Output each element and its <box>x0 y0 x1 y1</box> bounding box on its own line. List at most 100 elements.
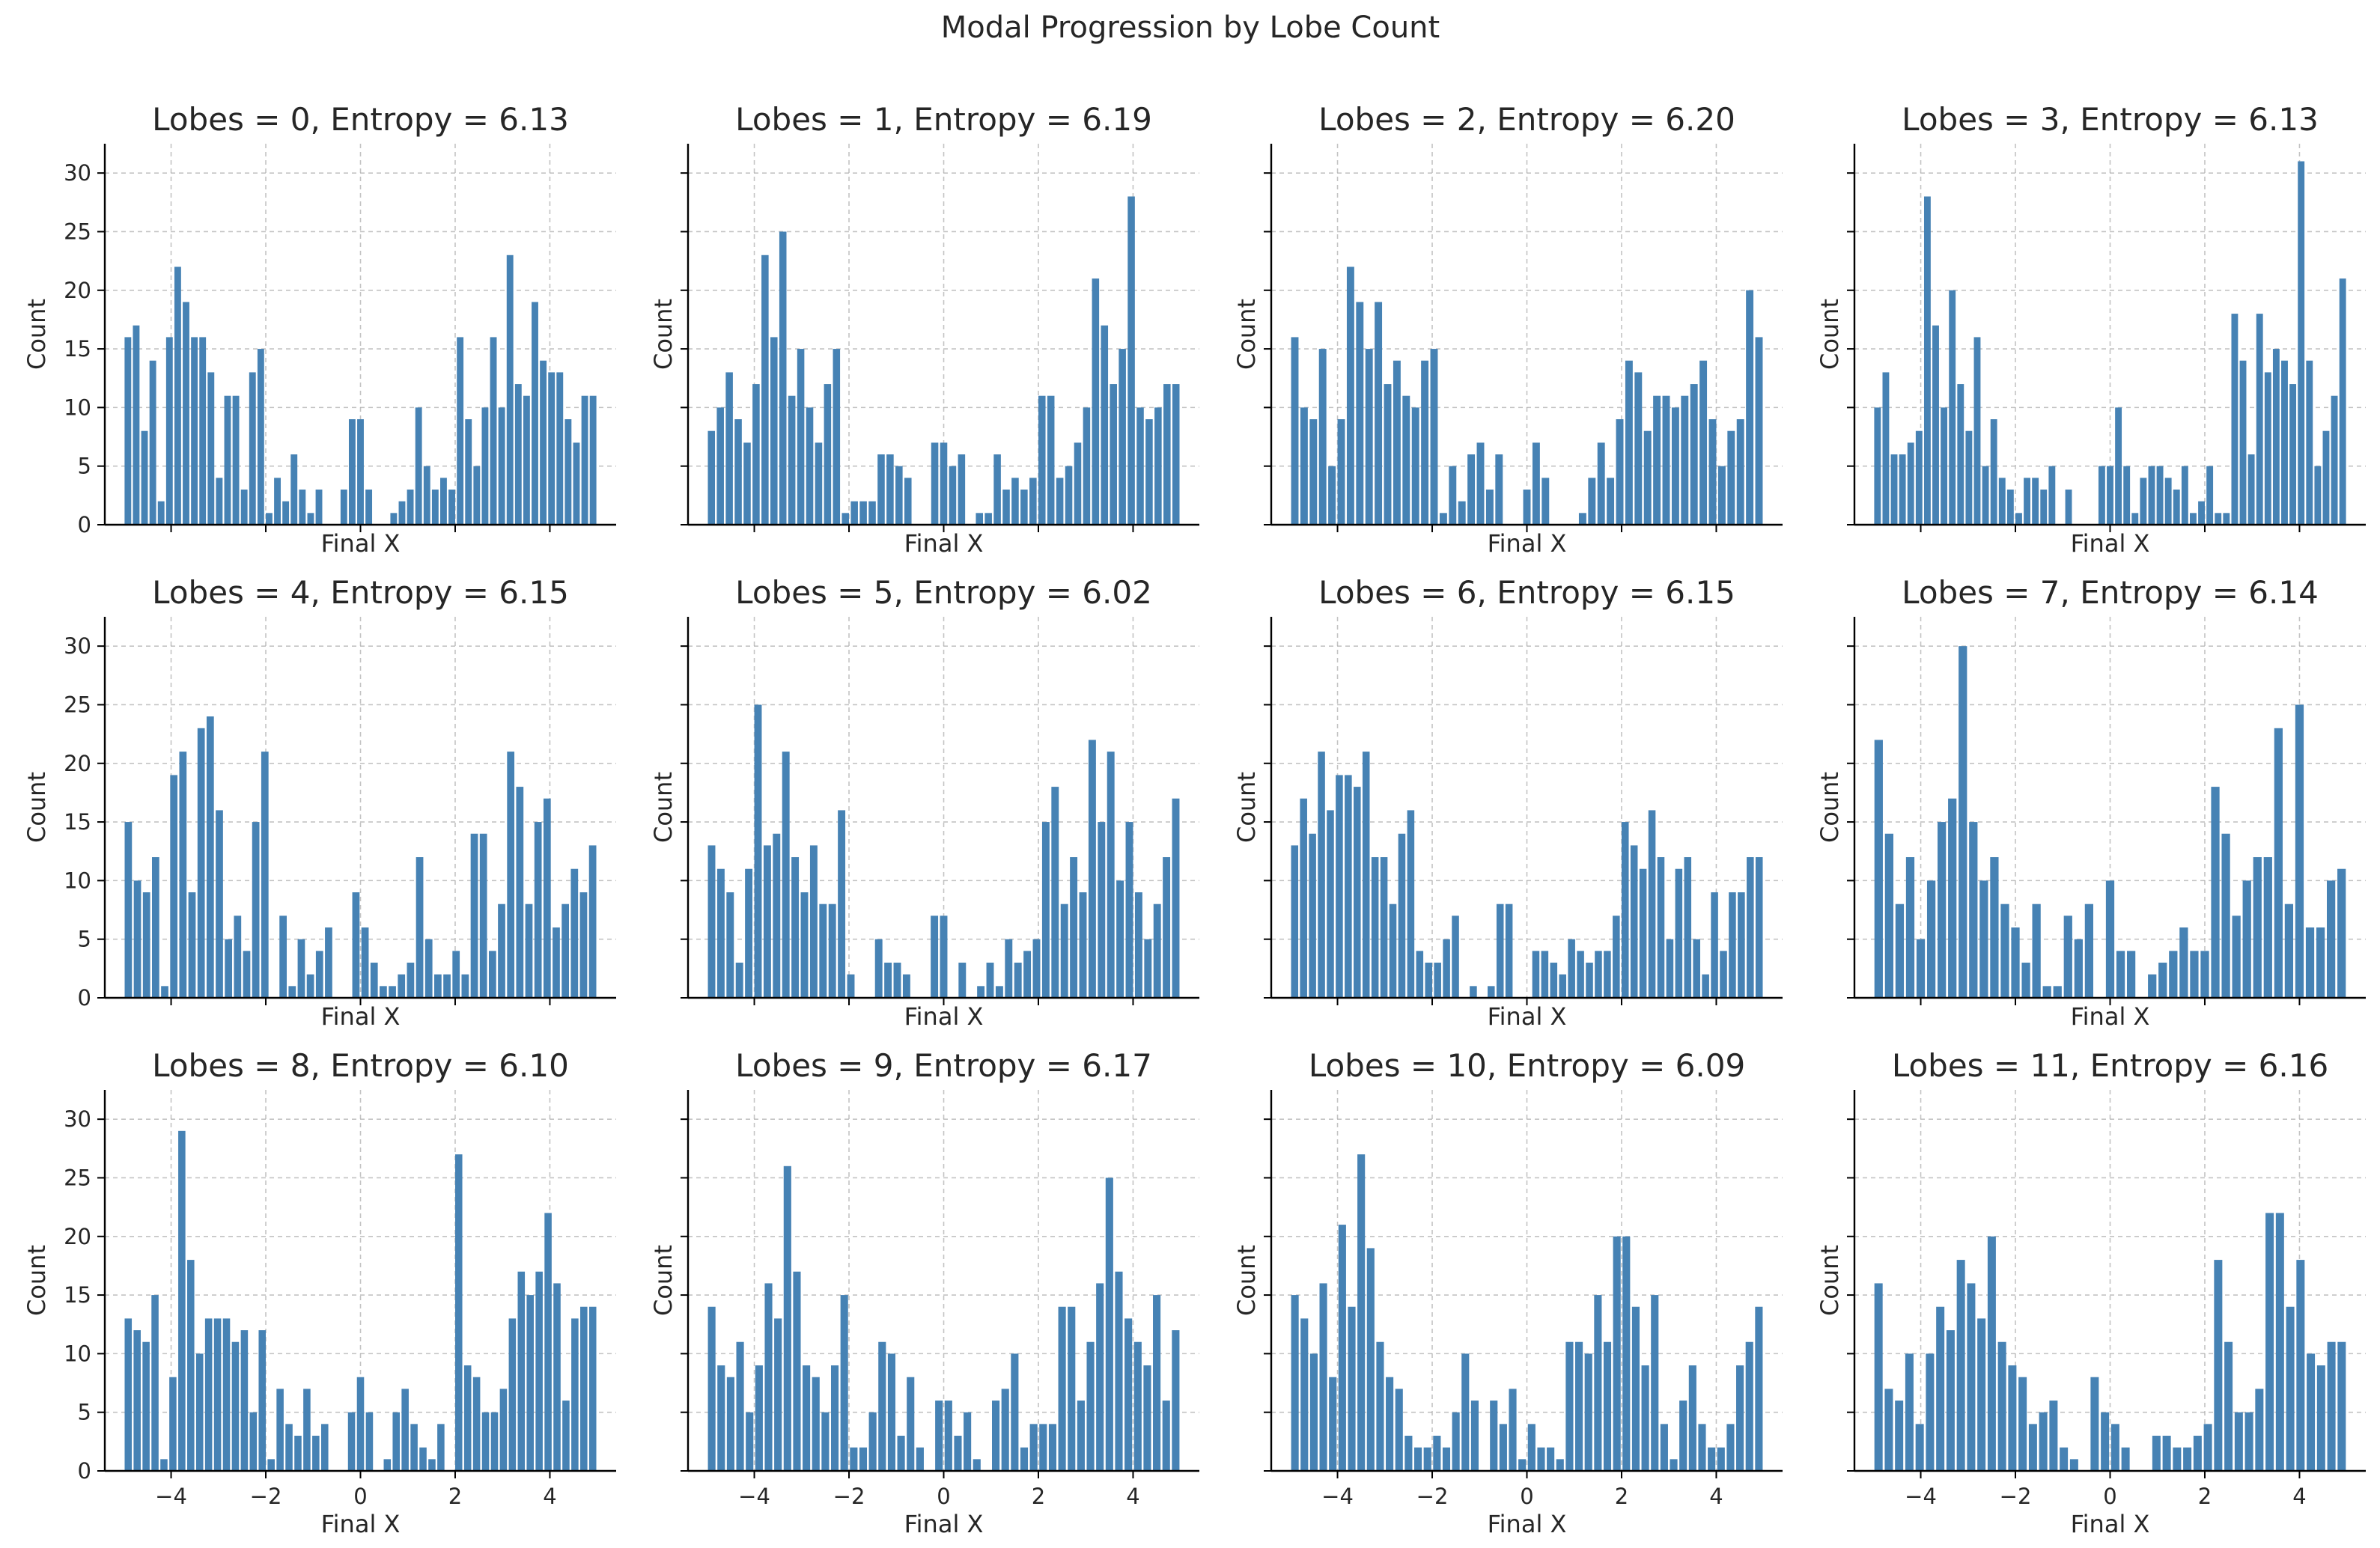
bar <box>886 454 894 525</box>
bar <box>452 951 460 998</box>
bar <box>2198 501 2205 525</box>
bar <box>1755 337 1763 525</box>
bar <box>1125 822 1133 998</box>
bar <box>303 1389 311 1471</box>
bar <box>1058 1306 1066 1471</box>
y-axis-label: Count <box>22 1245 51 1316</box>
bar <box>1439 513 1447 525</box>
bar <box>1651 1295 1659 1471</box>
bar <box>964 1412 972 1471</box>
bar <box>2032 478 2039 525</box>
bar <box>1143 1365 1151 1471</box>
x-tick-label: −4 <box>738 1484 770 1509</box>
bar <box>773 833 781 998</box>
bar <box>553 927 560 998</box>
subplot-title: Lobes = 2, Entropy = 6.20 <box>1318 101 1735 138</box>
bar <box>2298 161 2305 525</box>
bar <box>1949 290 1956 525</box>
bar <box>1736 419 1744 525</box>
bar <box>2032 903 2041 998</box>
bar <box>2173 490 2180 525</box>
bar <box>815 442 823 525</box>
bar <box>352 892 360 998</box>
bar <box>240 490 248 525</box>
bar <box>1874 407 1881 525</box>
bar <box>1402 395 1410 525</box>
bar <box>958 963 967 998</box>
bar <box>2040 490 2048 525</box>
bar <box>2214 1260 2223 1471</box>
bar <box>141 430 148 525</box>
bar <box>142 892 150 998</box>
bar <box>2284 903 2294 998</box>
bar <box>954 1436 962 1471</box>
bar <box>1926 880 1936 998</box>
bar <box>2239 360 2247 525</box>
bar <box>516 787 524 998</box>
bar <box>1366 1248 1375 1471</box>
bar <box>774 1318 782 1471</box>
bar <box>124 1318 133 1471</box>
bar <box>746 1412 754 1471</box>
bar <box>1096 1283 1104 1471</box>
subplot-11: −4 −2 0 2 4 Lobes = 11, Entropy = 6.16 Final X… <box>1816 1047 2366 1538</box>
bar <box>490 1412 499 1471</box>
bar <box>1393 360 1401 525</box>
bar <box>1074 442 1082 525</box>
bar <box>1452 1412 1460 1471</box>
subplot-5: Lobes = 5, Entropy = 6.02 Final X Count <box>649 574 1199 1031</box>
bar <box>2316 927 2325 998</box>
bar <box>279 915 287 998</box>
bar <box>1755 1306 1763 1471</box>
bar <box>2316 1365 2325 1471</box>
x-tick-label: 2 <box>1032 1484 1045 1509</box>
bar <box>383 1459 392 1471</box>
bar <box>1356 302 1364 525</box>
bar <box>197 728 205 998</box>
bar <box>1936 1306 1945 1471</box>
bar <box>761 255 769 525</box>
bar <box>1407 810 1415 998</box>
bar <box>151 1295 159 1471</box>
bar <box>2006 490 2014 525</box>
subplot-0: 0 5 10 15 20 25 30 Lobes = 0, Entropy = 6.13 Fin… <box>22 101 616 558</box>
bar <box>1670 1459 1678 1471</box>
x-tick-label: 0 <box>2103 1484 2116 1509</box>
bar <box>1338 1225 1346 1471</box>
x-tick-label: 0 <box>353 1484 367 1509</box>
bar <box>535 1271 543 1471</box>
bar <box>1532 442 1540 525</box>
bar <box>1470 1401 1479 1471</box>
bar <box>571 1318 579 1471</box>
bar <box>1874 1283 1883 1471</box>
bar <box>2115 407 2122 525</box>
bar <box>1616 419 1624 525</box>
bar <box>2244 1412 2253 1471</box>
bar <box>2173 1447 2182 1471</box>
x-axis-label: Final X <box>321 1002 401 1031</box>
bar <box>1717 466 1726 525</box>
bar <box>1172 798 1180 998</box>
bar <box>1309 419 1318 525</box>
bar <box>2211 787 2220 998</box>
bar <box>213 1318 222 1471</box>
bar <box>1032 939 1041 998</box>
bar <box>1698 1424 1706 1471</box>
bar <box>1594 1295 1602 1471</box>
bar <box>361 927 369 998</box>
bar <box>745 868 753 998</box>
bar <box>315 490 323 525</box>
y-axis-label: Count <box>1816 299 1844 370</box>
bar <box>806 407 814 525</box>
y-tick-label: 5 <box>78 454 91 479</box>
bar <box>1119 349 1126 525</box>
bar <box>2084 903 2094 998</box>
bar <box>1291 1295 1299 1471</box>
y-tick-label: 20 <box>64 1224 91 1249</box>
bar <box>410 1424 418 1471</box>
bar <box>2295 704 2304 998</box>
bar <box>1336 775 1343 998</box>
bar <box>481 407 489 525</box>
bar <box>556 372 564 525</box>
bar <box>1630 845 1638 998</box>
